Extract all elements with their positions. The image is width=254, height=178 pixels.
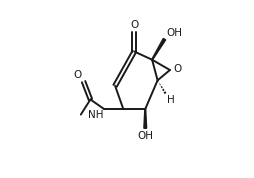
- Text: OH: OH: [137, 131, 153, 141]
- Polygon shape: [152, 38, 166, 60]
- Text: O: O: [173, 64, 182, 74]
- Text: O: O: [74, 70, 82, 80]
- Text: H: H: [167, 95, 175, 105]
- Text: NH: NH: [88, 110, 103, 120]
- Text: OH: OH: [166, 28, 182, 38]
- Polygon shape: [144, 109, 147, 128]
- Text: O: O: [130, 20, 138, 30]
